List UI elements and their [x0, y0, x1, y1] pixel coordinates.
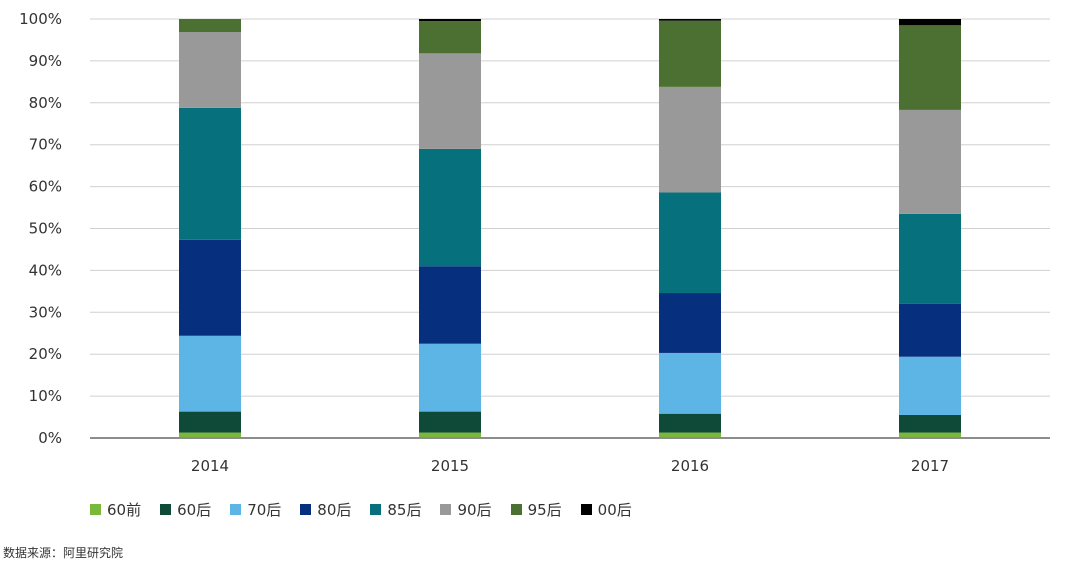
legend-label: 00后 — [597, 501, 632, 519]
bar-segment-2017-60后 — [899, 414, 961, 433]
y-axis-ticks: 0% 10% 20% 30% 40% 50% 60% 70% 80% 90% 100% — [19, 10, 62, 447]
legend: 60前 60后 70后 80后 85后 90后 95后 00后 — [90, 499, 651, 520]
legend-label: 60后 — [177, 501, 212, 519]
bar-segment-2017-70后 — [899, 356, 961, 415]
bar-segment-2014-70后 — [179, 335, 241, 412]
legend-item: 70后 — [230, 499, 281, 520]
bar-segment-2016-60前 — [659, 432, 721, 438]
bar-segment-2014-85后 — [179, 107, 241, 240]
bar-segment-2017-80后 — [899, 303, 961, 357]
x-tick-label: 2014 — [191, 457, 229, 475]
bar-segment-2014-60前 — [179, 432, 241, 438]
y-tick-label: 70% — [29, 136, 62, 154]
bar-segment-2017-60前 — [899, 432, 961, 438]
bar-segment-2016-00后 — [659, 19, 721, 21]
x-tick-label: 2016 — [671, 457, 709, 475]
bar-segment-2015-95后 — [419, 21, 481, 54]
legend-label: 80后 — [317, 501, 352, 519]
legend-label: 60前 — [107, 501, 142, 519]
legend-item: 00后 — [580, 499, 632, 520]
y-tick-label: 20% — [29, 345, 62, 363]
legend-item: 80后 — [300, 499, 351, 520]
bar-segment-2015-85后 — [419, 148, 481, 267]
y-tick-label: 60% — [29, 178, 62, 196]
bar-segment-2015-80后 — [419, 266, 481, 344]
x-tick-label: 2015 — [431, 457, 469, 475]
y-tick-label: 100% — [19, 10, 62, 28]
bar-segment-2014-95后 — [179, 19, 241, 32]
legend-item: 85后 — [370, 499, 421, 520]
legend-swatch — [230, 504, 242, 515]
bar-segment-2016-85后 — [659, 192, 721, 294]
bar-segment-2016-60后 — [659, 413, 721, 433]
x-axis: 2014 2015 2016 2017 — [90, 437, 1050, 475]
source-note: 数据来源：阿里研究院 — [3, 546, 124, 560]
gridlines — [90, 18, 1050, 397]
bar-segment-2016-90后 — [659, 86, 721, 193]
legend-label: 85后 — [387, 501, 422, 519]
legend-swatch — [580, 504, 592, 515]
legend-item: 90后 — [440, 499, 492, 520]
legend-swatch — [370, 504, 382, 515]
legend-swatch — [440, 504, 452, 515]
y-tick-label: 0% — [38, 429, 62, 447]
bar-segment-2015-90后 — [419, 53, 481, 149]
bar-segment-2015-70后 — [419, 343, 481, 412]
legend-item: 60后 — [160, 499, 211, 520]
bar-segment-2016-80后 — [659, 293, 721, 353]
bar-segment-2014-90后 — [179, 31, 241, 108]
legend-swatch — [160, 504, 172, 515]
y-tick-label: 50% — [29, 220, 62, 238]
bar-segment-2017-90后 — [899, 109, 961, 214]
bar-segment-2015-60后 — [419, 411, 481, 433]
bar-segment-2015-60前 — [419, 432, 481, 438]
bar-segment-2017-95后 — [899, 25, 961, 110]
y-tick-label: 30% — [29, 303, 62, 321]
legend-label: 95后 — [527, 501, 562, 519]
legend-swatch — [90, 504, 101, 515]
legend-swatch — [300, 504, 312, 515]
bar-segment-2016-70后 — [659, 352, 721, 414]
legend-label: 90后 — [457, 501, 492, 519]
bar-segment-2015-00后 — [419, 19, 481, 22]
legend-label: 70后 — [247, 501, 282, 519]
bars — [179, 19, 961, 438]
y-tick-label: 10% — [29, 387, 62, 405]
bar-segment-2014-80后 — [179, 239, 241, 336]
bar-segment-2014-60后 — [179, 411, 241, 433]
bar-segment-2016-95后 — [659, 20, 721, 87]
x-tick-label: 2017 — [911, 457, 949, 475]
y-tick-label: 80% — [29, 94, 62, 112]
bar-segment-2017-85后 — [899, 213, 961, 304]
y-tick-label: 40% — [29, 261, 62, 279]
bar-segment-2017-00后 — [899, 19, 961, 26]
legend-swatch — [510, 504, 522, 515]
y-tick-label: 90% — [29, 52, 62, 70]
legend-item: 95后 — [510, 499, 562, 520]
legend-item: 60前 — [90, 499, 141, 520]
